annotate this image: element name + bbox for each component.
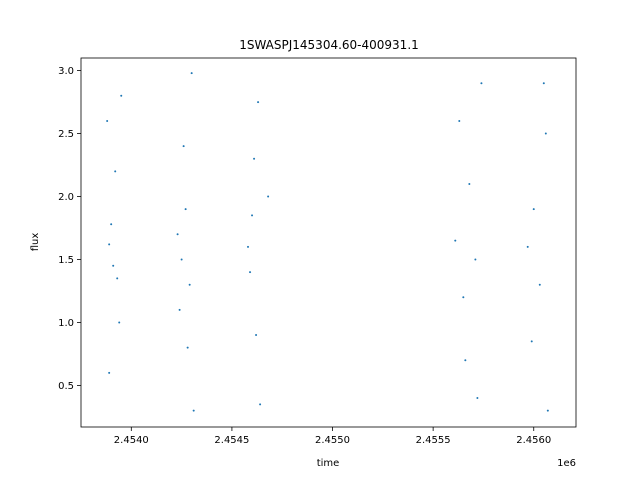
data-point	[108, 243, 111, 246]
data-point	[462, 296, 465, 299]
data-point	[251, 214, 254, 217]
data-point	[118, 321, 121, 324]
data-point	[184, 208, 187, 211]
data-point	[546, 409, 549, 412]
data-point	[480, 82, 483, 85]
y-axis: 0.5 1.0 1.5 2.0 2.5 3.0	[58, 66, 81, 392]
data-point	[458, 119, 461, 122]
x-tick-label: 2.4540	[114, 435, 149, 446]
data-point	[542, 82, 545, 85]
data-point	[526, 245, 529, 248]
data-point	[476, 397, 479, 400]
x-tick-label: 2.4550	[315, 435, 350, 446]
data-point	[112, 264, 115, 267]
data-point	[192, 409, 195, 412]
y-tick-label: 3.0	[58, 66, 74, 77]
x-axis-label: time	[317, 458, 340, 469]
data-point	[267, 195, 270, 198]
data-point	[255, 334, 258, 337]
data-point	[106, 119, 109, 122]
data-point	[176, 233, 179, 236]
data-point	[468, 182, 471, 185]
data-point	[190, 72, 193, 75]
data-point	[247, 245, 250, 248]
data-point	[538, 283, 541, 286]
y-tick-label: 1.0	[58, 318, 74, 329]
data-point	[253, 157, 256, 160]
data-point	[464, 359, 467, 362]
data-point	[257, 101, 260, 104]
x-axis: 2.4540 2.4545 2.4550 2.4555 2.4560	[114, 427, 551, 446]
data-points	[106, 72, 549, 412]
x-axis-offset-label: 1e6	[557, 458, 576, 469]
data-point	[474, 258, 477, 261]
x-tick-label: 2.4545	[214, 435, 249, 446]
plot-frame	[80, 57, 577, 428]
y-axis-label: flux	[30, 233, 41, 252]
data-point	[454, 239, 457, 242]
data-point	[120, 94, 123, 97]
data-point	[108, 371, 111, 374]
y-tick-label: 2.5	[58, 129, 74, 140]
data-point	[186, 346, 189, 349]
data-point	[116, 277, 119, 280]
data-point	[188, 283, 191, 286]
data-point	[259, 403, 262, 406]
chart-title: 1SWASPJ145304.60-400931.1	[239, 38, 419, 52]
x-tick-label: 2.4555	[416, 435, 451, 446]
data-point	[249, 271, 252, 274]
data-point	[114, 170, 117, 173]
data-point	[544, 132, 547, 135]
y-tick-label: 0.5	[58, 381, 74, 392]
y-tick-label: 1.5	[58, 255, 74, 266]
data-point	[178, 308, 181, 311]
data-point	[530, 340, 533, 343]
data-point	[180, 258, 183, 261]
data-point	[110, 223, 113, 226]
y-tick-label: 2.0	[58, 192, 74, 203]
x-tick-label: 2.4560	[516, 435, 551, 446]
data-point	[532, 208, 535, 211]
data-point	[182, 145, 185, 148]
